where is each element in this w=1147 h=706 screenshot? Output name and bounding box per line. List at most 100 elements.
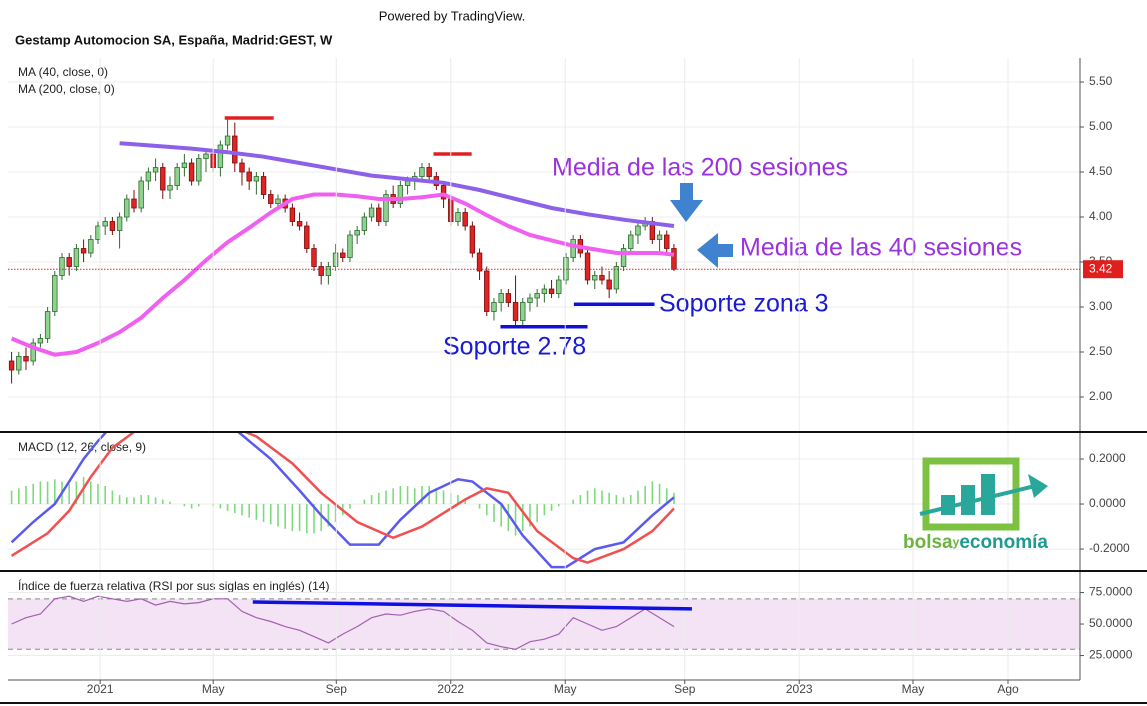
candle-body — [73, 248, 80, 267]
y-tick-label: -0.2000 — [1089, 541, 1130, 555]
y-tick-label: 50.0000 — [1089, 616, 1133, 630]
candle-body — [376, 207, 382, 222]
candle-body — [318, 266, 324, 276]
candle-body — [368, 207, 375, 218]
candle-body — [224, 135, 231, 146]
candle-body — [260, 176, 267, 195]
last-price-box — [1083, 260, 1123, 279]
logo-bar — [961, 485, 975, 515]
candle-body — [37, 338, 44, 344]
candle-body — [462, 212, 468, 227]
candle-body — [296, 221, 303, 227]
candle-body — [275, 198, 281, 204]
y-tick-label: 5.50 — [1089, 74, 1113, 88]
macd-title: MACD (12, 26, close, 9) — [18, 440, 146, 454]
y-tick-label: 2.00 — [1089, 389, 1113, 403]
candle-body — [44, 311, 51, 339]
logo-part: bolsa — [903, 532, 953, 553]
candle-body — [404, 180, 411, 186]
candle-body — [124, 198, 130, 218]
candle-body — [635, 225, 641, 236]
candle-body — [599, 275, 605, 281]
moving-average — [119, 141, 675, 228]
candle-body — [102, 221, 108, 227]
candle-body — [671, 248, 677, 270]
candle-body — [95, 225, 101, 240]
candle-body — [253, 176, 260, 182]
candle-body — [66, 257, 72, 267]
logo-arrow — [919, 484, 1036, 516]
candle-body — [606, 279, 612, 290]
candle-body — [145, 171, 152, 182]
candle-body — [541, 288, 548, 294]
panel — [8, 592, 1080, 657]
candle-body — [476, 252, 483, 272]
logo-part: economía — [959, 532, 1048, 553]
candle-body — [109, 221, 116, 231]
candle-body — [289, 207, 296, 222]
candle-body — [30, 342, 36, 362]
candle-body — [8, 360, 15, 371]
x-tick-label: May — [902, 682, 925, 696]
candle-body — [613, 266, 620, 290]
annotation: Soporte 2.78 — [443, 333, 586, 361]
candle-body — [397, 185, 404, 204]
candle-body — [16, 356, 22, 371]
arrow-down-shaft — [680, 183, 693, 203]
candle-body — [116, 216, 123, 231]
candle-body — [534, 293, 540, 299]
candle-body — [23, 356, 29, 362]
candle-body — [584, 252, 591, 281]
candle-body — [181, 162, 188, 168]
candle-body — [556, 279, 562, 294]
y-tick-label: 4.00 — [1089, 209, 1113, 223]
candle-body — [88, 239, 94, 254]
candle-body — [469, 225, 476, 254]
candle-body — [239, 162, 245, 173]
trendline — [252, 600, 692, 611]
candle-body — [52, 275, 58, 312]
candle-body — [268, 194, 274, 204]
logo: bolsayeconomía — [903, 457, 1048, 553]
candle-body — [152, 167, 159, 173]
powered-by: Powered by TradingView. — [379, 8, 525, 23]
rsi-title: Índice de fuerza relativa (RSI por sus s… — [18, 578, 329, 593]
candle-body — [347, 234, 353, 258]
candle-body — [188, 162, 195, 182]
annotation: Media de las 200 sesiones — [552, 154, 848, 182]
candle-body — [426, 167, 432, 177]
last-price-label: 3.42 — [1089, 261, 1113, 275]
candle-body — [325, 266, 332, 276]
x-tick-label: May — [554, 682, 577, 696]
candle-body — [160, 167, 166, 191]
candle-body — [203, 153, 209, 159]
candle-body — [332, 252, 339, 267]
candle-body — [383, 194, 389, 222]
candle-body — [455, 212, 461, 222]
candle-body — [131, 198, 137, 209]
candle-body — [167, 185, 173, 191]
candle-body — [491, 302, 497, 312]
candle-body — [59, 257, 65, 276]
candle-body — [505, 293, 512, 303]
candle-body — [138, 180, 144, 209]
macd-line — [10, 432, 675, 564]
candle-body — [361, 216, 368, 231]
candle-body — [570, 239, 576, 258]
y-tick-label: 75.0000 — [1089, 585, 1133, 599]
candle-body — [232, 135, 238, 164]
legend-entry: MA (40, close, 0) — [18, 65, 108, 79]
rsi-line — [11, 595, 675, 650]
candle-body — [656, 234, 663, 240]
candle-body — [592, 275, 598, 281]
x-tick-label: 2022 — [437, 682, 464, 696]
candle-body — [520, 302, 526, 321]
y-tick-label: 4.50 — [1089, 164, 1113, 178]
annotation: Soporte zona 3 — [659, 290, 829, 318]
candle-body — [512, 302, 519, 321]
candle-body — [620, 248, 627, 267]
logo-frame — [922, 457, 1020, 531]
x-tick-label: Sep — [674, 682, 696, 696]
panel — [8, 81, 1080, 398]
x-tick-label: May — [202, 682, 225, 696]
